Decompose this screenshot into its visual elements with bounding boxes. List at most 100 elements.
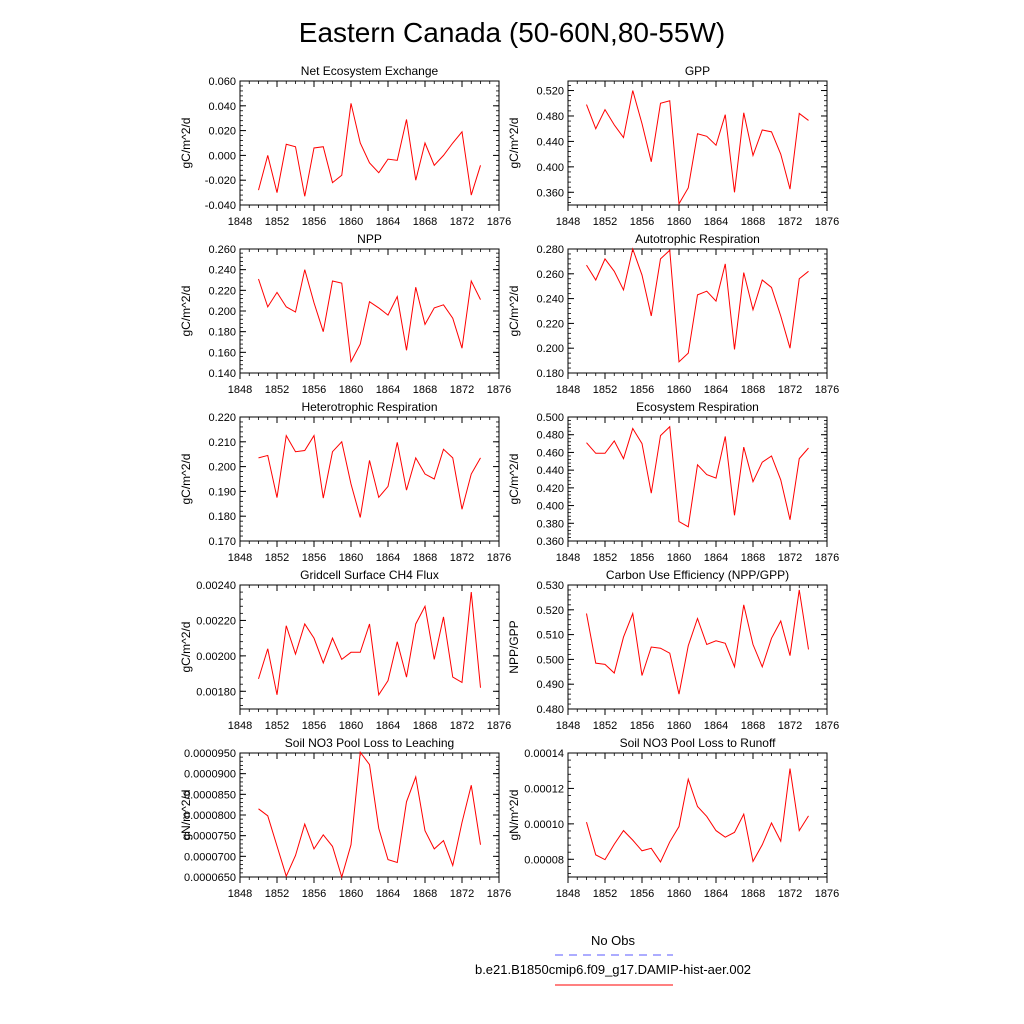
series-line bbox=[258, 434, 481, 518]
x-tick-label: 1872 bbox=[450, 216, 474, 228]
y-tick-label: 0.260 bbox=[536, 269, 564, 281]
y-axis-label: gC/m^2/d bbox=[179, 622, 193, 673]
y-tick-label: 0.180 bbox=[536, 368, 564, 380]
y-tick-label: 0.000 bbox=[208, 150, 236, 162]
y-tick-label: 0.260 bbox=[208, 244, 236, 256]
y-tick-label: 0.00180 bbox=[196, 686, 236, 698]
y-axis-label: NPP/GPP bbox=[507, 620, 521, 673]
y-tick-label: 0.0000700 bbox=[184, 851, 236, 863]
y-tick-label: 0.200 bbox=[536, 343, 564, 355]
x-tick-label: 1876 bbox=[815, 216, 839, 228]
x-tick-label: 1860 bbox=[667, 384, 691, 396]
panel-title: Net Ecosystem Exchange bbox=[301, 64, 439, 78]
y-tick-label: 0.520 bbox=[536, 86, 564, 98]
x-tick-label: 1860 bbox=[667, 552, 691, 564]
plot-frame bbox=[239, 752, 500, 878]
y-tick-label: 0.480 bbox=[536, 704, 564, 716]
series-line bbox=[586, 90, 809, 206]
y-axis-label: gC/m^2/d bbox=[507, 286, 521, 337]
y-tick-label: 0.00240 bbox=[196, 580, 236, 592]
y-tick-label: 0.00012 bbox=[524, 783, 564, 795]
panel-3: Autotrophic Respiration gC/m^2/d 0.180 0.20… bbox=[507, 232, 839, 396]
y-tick-label: 0.0000650 bbox=[184, 872, 236, 884]
x-tick-label: 1848 bbox=[228, 720, 252, 732]
x-tick-label: 1860 bbox=[339, 216, 363, 228]
panel-title: NPP bbox=[357, 232, 382, 246]
x-tick-label: 1872 bbox=[778, 888, 802, 900]
y-tick-label: 0.420 bbox=[536, 483, 564, 495]
x-tick-label: 1872 bbox=[778, 384, 802, 396]
legend-obs-label: No Obs bbox=[591, 933, 636, 948]
panel-5: Ecosystem Respiration gC/m^2/d 0.360 0.380 0… bbox=[507, 400, 839, 564]
y-tick-label: 0.510 bbox=[536, 630, 564, 642]
y-tick-label: 0.020 bbox=[208, 126, 236, 138]
x-tick-label: 1856 bbox=[630, 552, 654, 564]
x-tick-label: 1872 bbox=[778, 216, 802, 228]
y-tick-label: 0.0000800 bbox=[184, 810, 236, 822]
x-tick-label: 1876 bbox=[487, 216, 511, 228]
x-tick-label: 1864 bbox=[704, 552, 728, 564]
y-tick-label: 0.500 bbox=[536, 412, 564, 424]
panel-title: Soil NO3 Pool Loss to Leaching bbox=[285, 736, 454, 750]
series-line bbox=[258, 592, 481, 697]
y-tick-label: 0.00010 bbox=[524, 819, 564, 831]
panel-6: Gridcell Surface CH4 Flux gC/m^2/d 0.00180… bbox=[179, 568, 511, 732]
y-tick-label: 0.040 bbox=[208, 101, 236, 113]
x-tick-label: 1848 bbox=[556, 888, 580, 900]
y-tick-label: 0.440 bbox=[536, 465, 564, 477]
legend: No Obs b.e21.B1850cmip6.f09_g17.DAMIP-hi… bbox=[475, 933, 751, 986]
x-tick-label: 1872 bbox=[778, 720, 802, 732]
x-tick-label: 1876 bbox=[815, 888, 839, 900]
y-axis-label: gC/m^2/d bbox=[179, 286, 193, 337]
y-tick-label: 0.0000950 bbox=[184, 748, 236, 760]
y-tick-label: -0.020 bbox=[205, 175, 236, 187]
x-tick-label: 1852 bbox=[593, 216, 617, 228]
x-tick-label: 1876 bbox=[815, 552, 839, 564]
panel-title: Carbon Use Efficiency (NPP/GPP) bbox=[606, 568, 789, 582]
panel-9: Soil NO3 Pool Loss to RunoffgN/m^2/d0.00… bbox=[507, 736, 839, 900]
x-tick-label: 1864 bbox=[704, 216, 728, 228]
y-tick-label: 0.060 bbox=[208, 76, 236, 88]
x-tick-label: 1868 bbox=[413, 552, 437, 564]
x-tick-label: 1856 bbox=[302, 888, 326, 900]
y-tick-label: 0.00220 bbox=[196, 615, 236, 627]
series-line bbox=[586, 425, 809, 528]
y-axis-label: gC/m^2/d bbox=[507, 118, 521, 169]
panel-title: Gridcell Surface CH4 Flux bbox=[300, 568, 439, 582]
x-tick-label: 1872 bbox=[778, 552, 802, 564]
x-tick-label: 1860 bbox=[339, 720, 363, 732]
x-tick-label: 1852 bbox=[265, 216, 289, 228]
x-tick-label: 1876 bbox=[815, 720, 839, 732]
x-tick-label: 1876 bbox=[815, 384, 839, 396]
plot-frame bbox=[239, 248, 500, 374]
y-tick-label: 0.00200 bbox=[196, 651, 236, 663]
plot-frame bbox=[567, 248, 828, 374]
plot-frame bbox=[239, 584, 500, 710]
x-tick-label: 1860 bbox=[339, 888, 363, 900]
y-tick-label: 0.190 bbox=[208, 486, 236, 498]
series-line bbox=[586, 589, 809, 695]
x-tick-label: 1872 bbox=[450, 888, 474, 900]
x-tick-label: 1856 bbox=[630, 720, 654, 732]
y-tick-label: 0.480 bbox=[536, 111, 564, 123]
panel-4: Heterotrophic Respiration gC/m^2/d 0.170 0.… bbox=[179, 400, 511, 564]
y-axis-label: gN/m^2/d bbox=[179, 790, 193, 841]
panel-2: NPP gC/m^2/d 0.140 0.160 0.180 0.200 0.220 0.24… bbox=[179, 232, 511, 396]
x-tick-label: 1868 bbox=[741, 552, 765, 564]
y-tick-label: 0.530 bbox=[536, 580, 564, 592]
x-tick-label: 1856 bbox=[302, 552, 326, 564]
y-tick-label: 0.220 bbox=[208, 412, 236, 424]
panel-title: Ecosystem Respiration bbox=[636, 400, 759, 414]
x-tick-label: 1860 bbox=[667, 216, 691, 228]
y-tick-label: 0.360 bbox=[536, 187, 564, 199]
x-tick-label: 1876 bbox=[487, 720, 511, 732]
panel-title: Soil NO3 Pool Loss to Runoff bbox=[620, 736, 777, 750]
x-tick-label: 1852 bbox=[593, 720, 617, 732]
figure-title: Eastern Canada (50-60N,80-55W) bbox=[299, 17, 725, 48]
x-tick-label: 1864 bbox=[376, 384, 400, 396]
x-tick-label: 1852 bbox=[593, 384, 617, 396]
plot-frame bbox=[567, 752, 828, 878]
y-tick-label: 0.210 bbox=[208, 437, 236, 449]
x-tick-label: 1868 bbox=[413, 888, 437, 900]
panel-title: Heterotrophic Respiration bbox=[301, 400, 437, 414]
